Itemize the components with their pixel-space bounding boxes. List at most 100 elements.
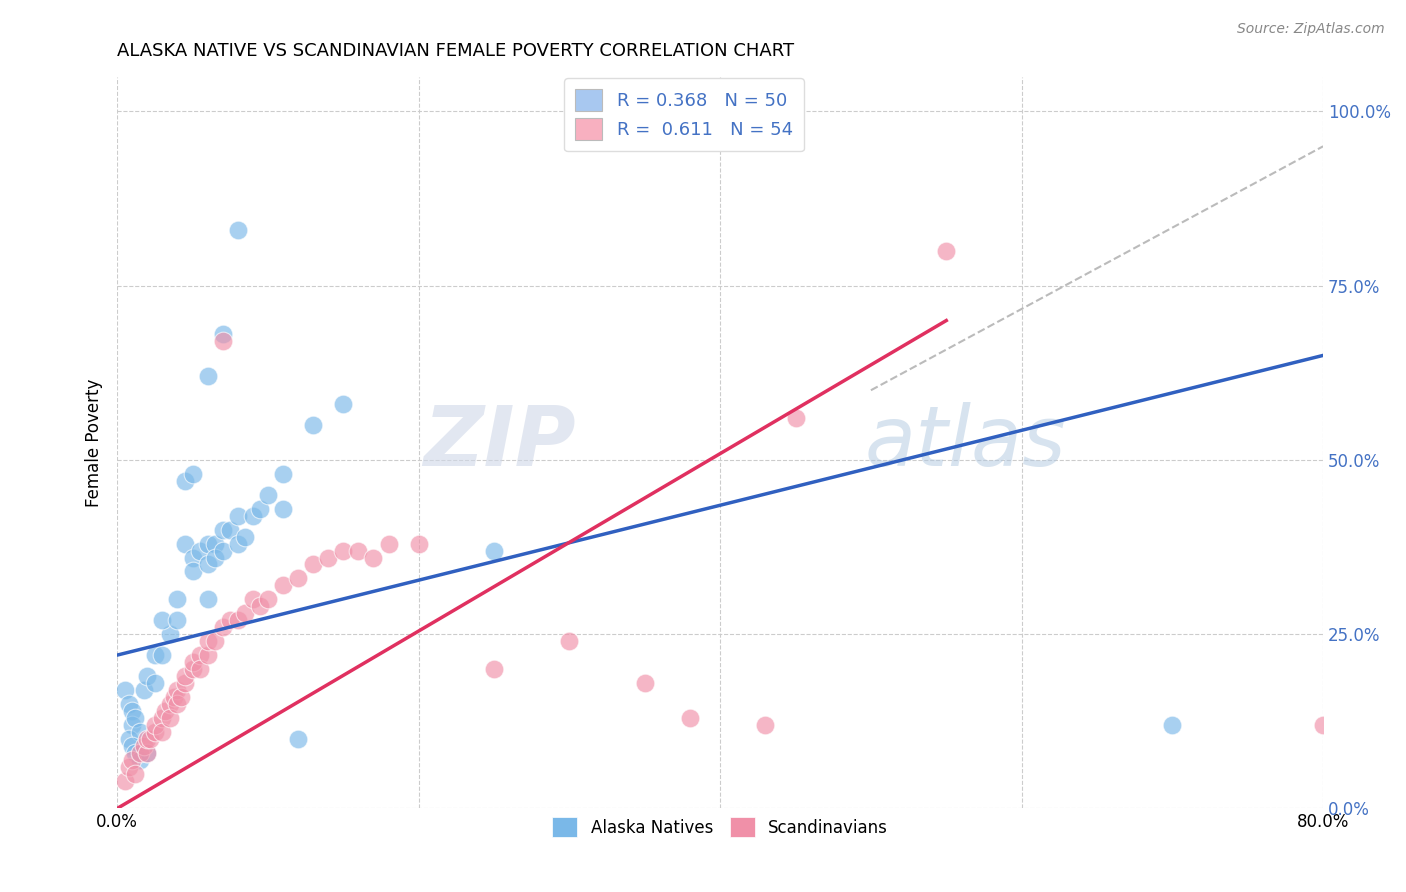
Point: [226, 613, 249, 627]
Point: [197, 369, 219, 384]
Point: [408, 536, 430, 550]
Point: [159, 711, 181, 725]
Point: [197, 536, 219, 550]
Point: [257, 592, 280, 607]
Point: [211, 334, 233, 349]
Point: [166, 613, 188, 627]
Point: [482, 662, 505, 676]
Point: [302, 558, 325, 572]
Point: [316, 550, 339, 565]
Legend: Alaska Natives, Scandinavians: Alaska Natives, Scandinavians: [546, 810, 894, 844]
Point: [181, 655, 204, 669]
Point: [1161, 718, 1184, 732]
Point: [152, 613, 174, 627]
Point: [121, 753, 143, 767]
Point: [271, 467, 294, 481]
Point: [197, 592, 219, 607]
Point: [143, 724, 166, 739]
Point: [136, 746, 159, 760]
Point: [188, 543, 211, 558]
Point: [143, 718, 166, 732]
Point: [935, 244, 957, 258]
Point: [377, 536, 399, 550]
Point: [128, 724, 150, 739]
Point: [226, 536, 249, 550]
Point: [233, 530, 256, 544]
Point: [249, 501, 271, 516]
Y-axis label: Female Poverty: Female Poverty: [86, 378, 103, 507]
Point: [166, 697, 188, 711]
Point: [332, 543, 354, 558]
Text: Source: ZipAtlas.com: Source: ZipAtlas.com: [1237, 22, 1385, 37]
Point: [174, 676, 197, 690]
Point: [1312, 718, 1334, 732]
Point: [118, 759, 141, 773]
Point: [124, 766, 146, 780]
Point: [181, 550, 204, 565]
Point: [121, 704, 143, 718]
Point: [155, 704, 177, 718]
Point: [143, 648, 166, 662]
Point: [118, 731, 141, 746]
Point: [121, 739, 143, 753]
Point: [219, 523, 242, 537]
Point: [143, 676, 166, 690]
Point: [226, 223, 249, 237]
Point: [332, 397, 354, 411]
Point: [181, 467, 204, 481]
Point: [166, 682, 188, 697]
Point: [139, 731, 162, 746]
Point: [482, 543, 505, 558]
Point: [271, 501, 294, 516]
Point: [136, 746, 159, 760]
Point: [347, 543, 370, 558]
Point: [302, 418, 325, 433]
Point: [188, 648, 211, 662]
Point: [181, 662, 204, 676]
Point: [136, 731, 159, 746]
Point: [188, 662, 211, 676]
Point: [242, 592, 264, 607]
Point: [226, 508, 249, 523]
Point: [136, 669, 159, 683]
Point: [257, 488, 280, 502]
Point: [211, 543, 233, 558]
Text: ALASKA NATIVE VS SCANDINAVIAN FEMALE POVERTY CORRELATION CHART: ALASKA NATIVE VS SCANDINAVIAN FEMALE POV…: [117, 42, 794, 60]
Point: [197, 648, 219, 662]
Point: [211, 327, 233, 342]
Point: [219, 613, 242, 627]
Point: [181, 565, 204, 579]
Point: [152, 711, 174, 725]
Point: [124, 711, 146, 725]
Point: [166, 592, 188, 607]
Point: [174, 669, 197, 683]
Point: [197, 558, 219, 572]
Point: [169, 690, 191, 704]
Point: [174, 536, 197, 550]
Point: [249, 599, 271, 614]
Point: [114, 773, 136, 788]
Point: [121, 718, 143, 732]
Point: [363, 550, 385, 565]
Point: [271, 578, 294, 592]
Point: [785, 411, 807, 425]
Point: [634, 676, 657, 690]
Point: [124, 746, 146, 760]
Point: [197, 634, 219, 648]
Point: [114, 682, 136, 697]
Text: ZIP: ZIP: [423, 402, 575, 483]
Point: [134, 682, 156, 697]
Text: atlas: atlas: [865, 402, 1067, 483]
Point: [163, 690, 186, 704]
Point: [287, 731, 309, 746]
Point: [287, 571, 309, 585]
Point: [558, 634, 581, 648]
Point: [233, 607, 256, 621]
Point: [211, 523, 233, 537]
Point: [211, 620, 233, 634]
Point: [204, 634, 226, 648]
Point: [204, 536, 226, 550]
Point: [159, 627, 181, 641]
Point: [134, 739, 156, 753]
Point: [204, 550, 226, 565]
